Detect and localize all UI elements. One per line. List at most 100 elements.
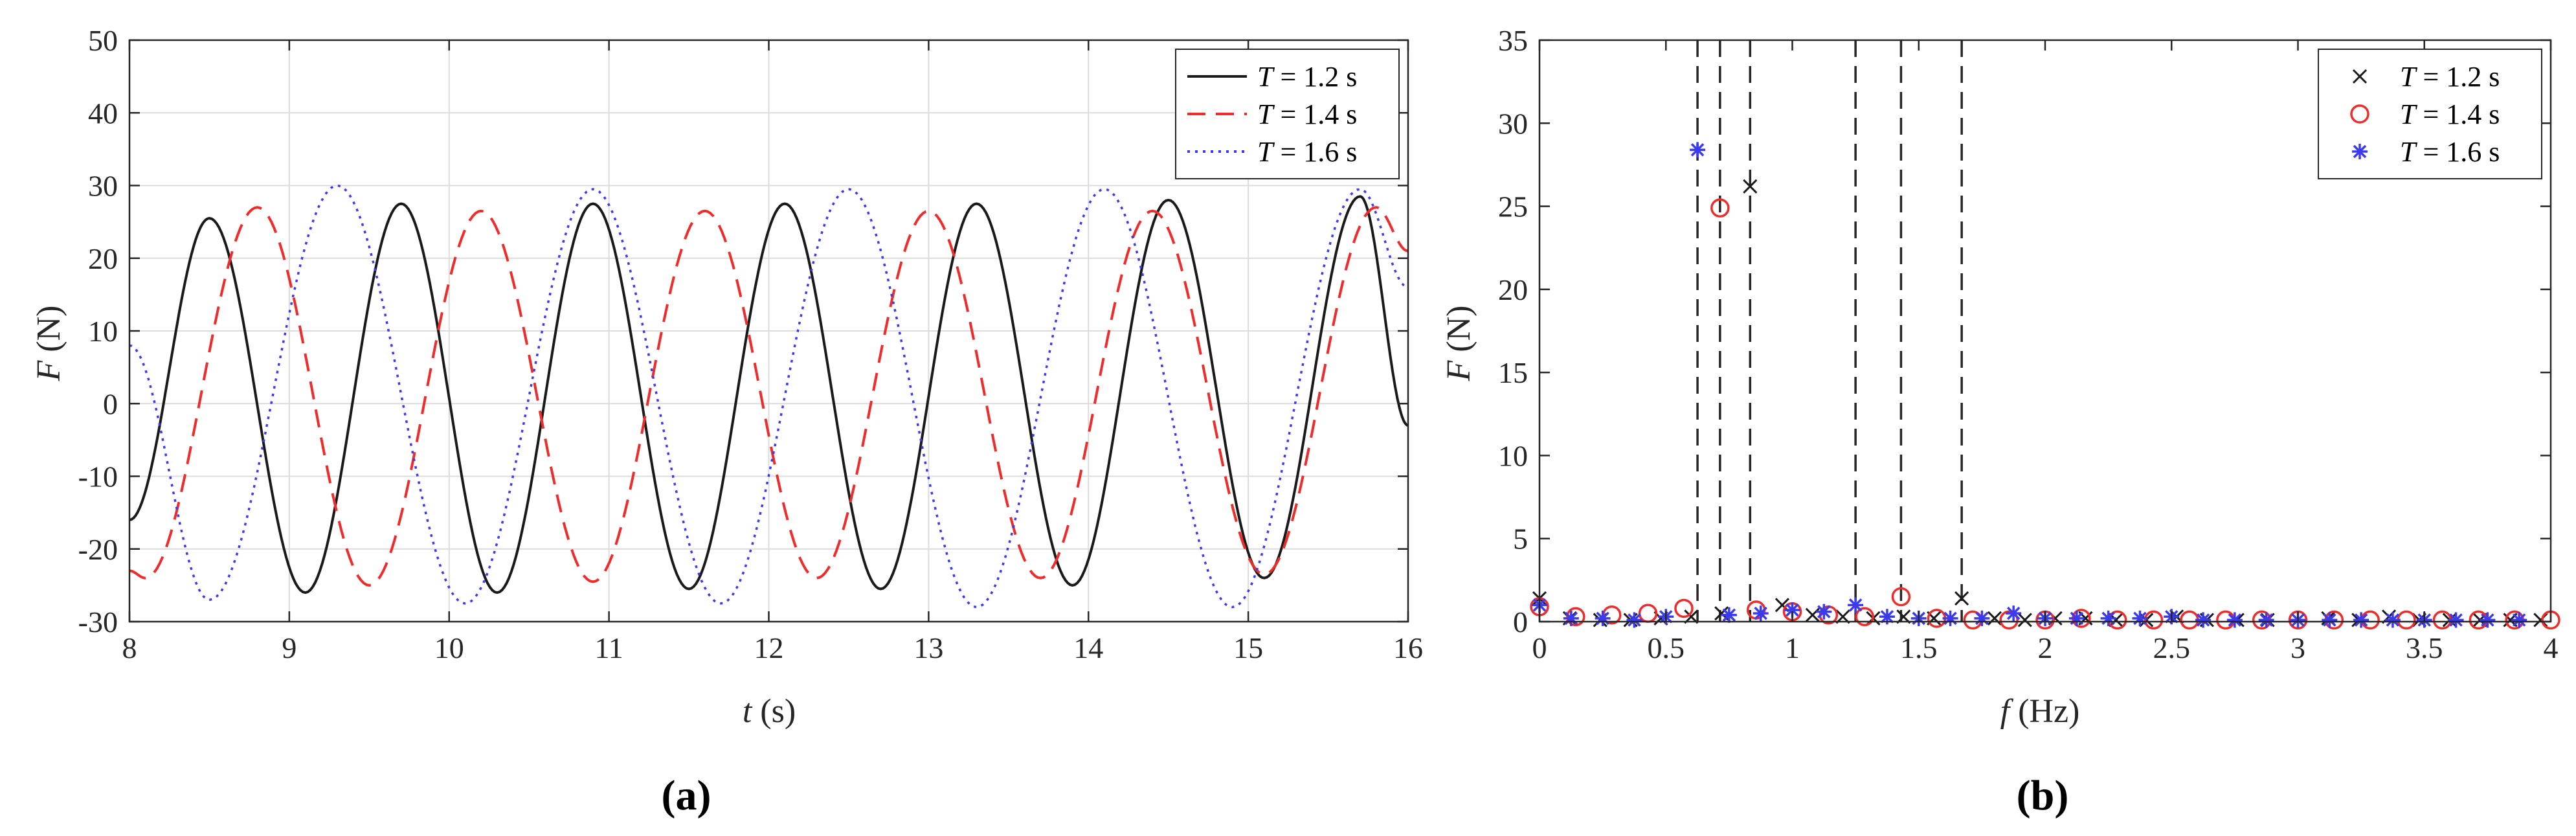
chart-a-y-tick-label: 40 xyxy=(88,96,118,130)
chart-b-data-point xyxy=(1595,610,1611,626)
chart-b-data-point xyxy=(1942,610,1958,626)
chart-b-data-point-stroke xyxy=(2006,606,2021,620)
chart-b-data-point xyxy=(1805,607,1820,622)
chart-b-series xyxy=(1530,40,2560,630)
chart-b-data-point-stroke xyxy=(2512,613,2526,627)
chart-b-x-tick-label: 1.5 xyxy=(1900,631,1938,664)
chart-a-y-tick-label: -30 xyxy=(78,605,118,638)
chart-a-xlabel: t (s) xyxy=(743,693,796,730)
chart-b-data-point xyxy=(1855,607,1874,627)
chart-b-y-tick-label: 30 xyxy=(1498,107,1528,140)
chart-a-y-tick-label: 0 xyxy=(103,387,118,420)
chart-b-data-point-stroke xyxy=(1775,598,1789,613)
chart-b-x-tick-label: 4 xyxy=(2544,631,2559,664)
chart-b-legend-marker-stroke xyxy=(2352,69,2368,84)
chart-b-data-point xyxy=(1753,605,1769,622)
chart-b-y-tick-label: 0 xyxy=(1513,605,1528,638)
chart-a-x-tick-label: 12 xyxy=(754,631,784,664)
chart-a-x-tick-label: 11 xyxy=(594,631,623,664)
chart-b-x-tick-label: 2 xyxy=(2038,631,2053,664)
chart-b-data-point-stroke xyxy=(1817,605,1831,618)
chart-b-y-tick-label: 15 xyxy=(1498,356,1528,389)
chart-a-y-tick-label: 30 xyxy=(88,170,118,203)
chart-b-ylabel: F (N) xyxy=(1440,306,1477,382)
chart-b-data-point-stroke xyxy=(2449,613,2463,627)
chart-b-x-tick-label: 1 xyxy=(1785,631,1800,664)
chart-a-x-tick-label: 8 xyxy=(122,631,137,664)
chart-b-data-point-stroke xyxy=(2196,613,2210,627)
chart-b-data-point xyxy=(2195,612,2212,628)
chart-b-data-point xyxy=(1743,179,1758,194)
chart-b-data-point-stroke xyxy=(2481,613,2494,627)
chart-a-series-line xyxy=(129,184,1409,609)
chart-b-legend-marker xyxy=(2352,144,2368,159)
chart-b-data-point xyxy=(1816,604,1832,620)
chart-a: 8 9 10 11 12 13 14 15 16 -30 -20 -10 0 10 20 30 40 50 T =… xyxy=(78,24,1423,664)
chart-b-data-point-stroke xyxy=(2354,613,2368,627)
chart-a-y-tick-label: -20 xyxy=(78,533,118,566)
chart-a-y-tick-label: -10 xyxy=(78,460,118,493)
chart-b-data-point xyxy=(1848,597,1864,613)
chart-b-data-point xyxy=(2353,612,2369,628)
chart-a-x-tick-label: 14 xyxy=(1073,631,1103,664)
chart-b-data-point xyxy=(1974,610,1990,626)
chart-b-legend-marker-stroke xyxy=(2353,144,2367,159)
chart-b-data-point xyxy=(1674,598,1694,618)
chart-a-x-tick-label: 10 xyxy=(434,631,464,664)
chart-b-data-point-stroke xyxy=(2323,613,2336,627)
chart-b-data-point xyxy=(1626,612,1642,628)
chart-b-data-point-stroke xyxy=(1848,598,1863,612)
chart-b-data-point-stroke xyxy=(2017,613,2032,627)
chart-b-data-point xyxy=(2533,613,2548,627)
chart-b-y-tick-label: 5 xyxy=(1513,523,1528,556)
chart-b-data-point-stroke xyxy=(2109,613,2123,627)
chart-b-data-point-stroke xyxy=(2259,613,2273,627)
chart-b-data-point xyxy=(2100,610,2116,626)
chart-b-data-point xyxy=(2144,610,2164,630)
chart-b-data-point xyxy=(1710,198,1730,218)
chart-b-data-point xyxy=(2448,612,2464,628)
chart-b-data-point xyxy=(1879,609,1895,625)
chart-b-data-point xyxy=(2132,610,2148,626)
chart-b-y-tick-label: 20 xyxy=(1498,273,1528,306)
chart-b-data-point xyxy=(1721,607,1737,623)
chart-a-series-line xyxy=(129,206,1409,587)
chart-b-data-point xyxy=(2017,613,2032,627)
chart-b-panel-label: (b) xyxy=(2017,772,2069,819)
chart-b-data-point xyxy=(2384,612,2401,628)
chart-b-data-point xyxy=(1566,607,1585,627)
chart-b-data-point-stroke xyxy=(2386,613,2400,627)
chart-b-x-tick-label: 3.5 xyxy=(2406,631,2443,664)
chart-b-legend: T = 1.2 s T = 1.4 s T = 1.6 s xyxy=(2318,49,2542,179)
chart-a-x-tick-label: 16 xyxy=(1393,631,1423,664)
chart-a-y-tick-label: 20 xyxy=(88,242,118,275)
chart-b-x-tick-label: 0 xyxy=(1532,631,1547,664)
chart-b-data-point xyxy=(2480,612,2496,628)
chart-a-legend: T = 1.2 s T = 1.4 s T = 1.6 s xyxy=(1175,49,1400,179)
chart-b: 0 0.5 1 1.5 2 2.5 3 3.5 4 0 5 10 15 20 25 30 35 T = 1.2 … xyxy=(1498,24,2560,664)
chart-b-data-point-stroke xyxy=(1628,613,1641,627)
chart-a-panel-label: (a) xyxy=(662,772,711,819)
chart-a-legend-label: T = 1.4 s xyxy=(1257,98,1357,130)
chart-b-data-point-stroke xyxy=(1954,591,1969,606)
chart-a-legend-label: T = 1.6 s xyxy=(1257,136,1357,168)
chart-b-data-point-stroke xyxy=(1743,179,1758,194)
chart-b-x-tick-label: 0.5 xyxy=(1648,631,1685,664)
chart-a-y-tick-label: 50 xyxy=(88,24,118,57)
chart-b-data-point xyxy=(2511,612,2527,628)
chart-b-y-tick-label: 25 xyxy=(1498,190,1528,223)
chart-b-data-point xyxy=(1999,610,2019,630)
chart-b-data-point xyxy=(2068,610,2085,626)
chart-b-data-point xyxy=(2258,612,2274,628)
chart-b-data-point xyxy=(1987,611,2002,626)
chart-a-legend-label: T = 1.2 s xyxy=(1257,61,1357,93)
chart-a-y-tick-label: 10 xyxy=(88,315,118,348)
chart-a-series xyxy=(129,184,1409,609)
chart-b-data-point-stroke xyxy=(2533,613,2548,627)
chart-b-data-point-stroke xyxy=(1722,608,1736,622)
chart-b-legend-marker xyxy=(2350,104,2369,124)
chart-a-ylabel: F (N) xyxy=(30,306,67,382)
chart-b-data-point-stroke xyxy=(1880,610,1894,624)
chart-b-data-point-stroke xyxy=(1690,143,1705,157)
chart-b-data-point-stroke xyxy=(1786,603,1799,617)
